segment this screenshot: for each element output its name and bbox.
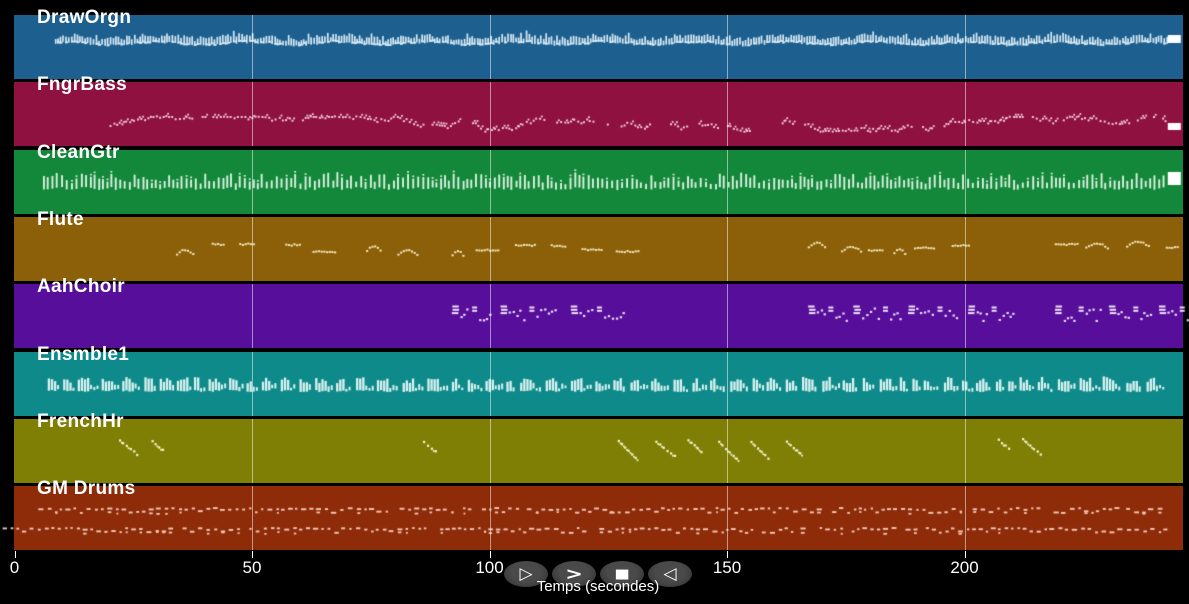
track-row-flute: Flute: [0, 209, 1189, 282]
track-notes-canvas: [0, 149, 1189, 214]
axis-tick-label: 0: [9, 558, 20, 577]
track-notes-canvas: [0, 284, 1189, 349]
axis-tick: [727, 551, 728, 558]
gridline: [727, 217, 728, 282]
axis-tick-label: 100: [475, 558, 504, 577]
track-label: DrawOrgn: [37, 7, 132, 28]
track-notes-canvas: [0, 486, 1189, 551]
track-label: Flute: [37, 209, 84, 231]
track-notes-canvas: [0, 15, 1189, 79]
gridline: [964, 351, 966, 416]
rewind-button[interactable]: ◁: [648, 561, 692, 587]
track-notes-canvas: [0, 351, 1189, 416]
gridline: [964, 284, 966, 349]
track-row-fngrbass: FngrBass: [0, 74, 1189, 147]
track-row-gm-drums: GM Drums: [0, 478, 1189, 551]
track-label: GM Drums: [37, 478, 136, 500]
gridline: [252, 82, 253, 147]
gridline: [489, 351, 491, 416]
axis-tick: [14, 551, 16, 558]
track-notes-canvas: [0, 217, 1189, 282]
gridline: [727, 82, 728, 147]
gridline: [727, 284, 728, 349]
gridline: [964, 15, 966, 79]
gridline: [964, 149, 966, 214]
track-label: FrenchHr: [37, 411, 124, 433]
gridline: [489, 149, 491, 214]
stop-button[interactable]: ■: [600, 561, 644, 587]
axis-tick: [964, 551, 966, 558]
track-label: CleanGtr: [37, 141, 120, 163]
gridline: [489, 15, 491, 79]
gridline: [727, 419, 728, 484]
gridline: [252, 217, 253, 282]
fast-forward-button[interactable]: >: [552, 561, 596, 587]
gridline: [727, 15, 728, 79]
gridline: [489, 486, 491, 551]
track-row-frenchhr: FrenchHr: [0, 411, 1189, 484]
gridline: [489, 82, 491, 147]
gridline: [964, 419, 966, 484]
play-button[interactable]: ▷: [504, 561, 548, 587]
track-row-ensmble1: Ensmble1: [0, 344, 1189, 416]
gridline: [964, 82, 966, 147]
gridline: [252, 419, 253, 484]
axis-tick-label: 150: [712, 558, 742, 577]
gridline: [727, 149, 728, 214]
gridline: [252, 486, 253, 551]
fast-forward-icon: >: [565, 564, 583, 584]
gridline: [489, 419, 491, 484]
axis-tick-label: 200: [950, 558, 979, 577]
gridline: [964, 217, 966, 282]
gridline: [489, 284, 491, 349]
track-label: AahChoir: [37, 276, 125, 298]
track-notes-canvas: [0, 419, 1189, 484]
gridline: [252, 15, 253, 79]
track-row-cleangtr: CleanGtr: [0, 142, 1189, 214]
track-label: Ensmble1: [37, 343, 130, 365]
gridline: [727, 486, 728, 551]
gridline: [489, 217, 491, 282]
rewind-icon: ◁: [663, 563, 677, 584]
axis-tick: [252, 551, 253, 558]
track-row-draworgn: DrawOrgn: [0, 7, 1189, 79]
track-label: FngrBass: [37, 74, 128, 96]
gridline: [252, 351, 253, 416]
gridline: [727, 351, 728, 416]
gridline: [252, 149, 253, 214]
track-notes-canvas: [0, 82, 1189, 147]
axis-tick: [489, 551, 491, 558]
gridline: [964, 486, 966, 551]
play-icon: ▷: [519, 563, 533, 584]
gridline: [252, 284, 253, 349]
stop-icon: ■: [614, 566, 630, 582]
axis-tick-label: 50: [242, 558, 262, 577]
track-row-aahchoir: AahChoir: [0, 276, 1189, 349]
